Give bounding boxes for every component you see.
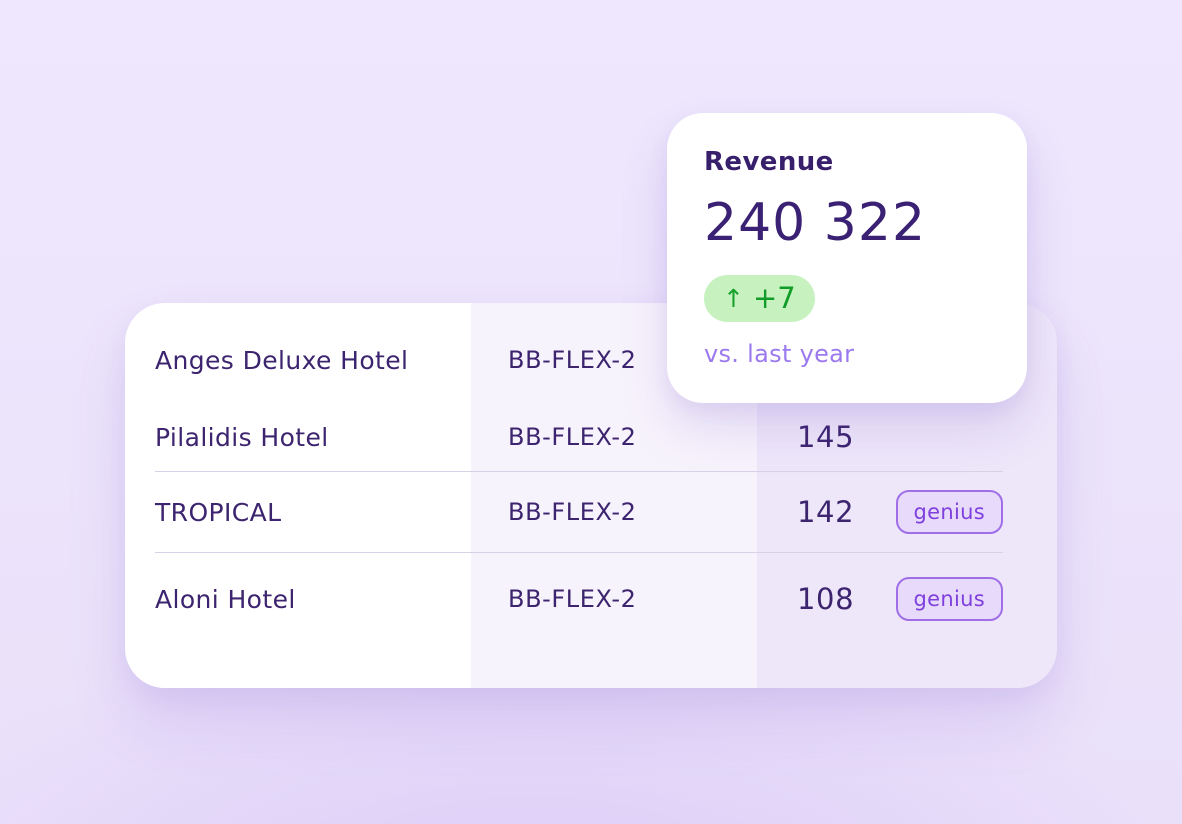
- row-value: 108: [797, 582, 855, 616]
- comparison-label: vs. last year: [704, 340, 855, 368]
- rate-plan-cell: BB-FLEX-2: [508, 346, 637, 374]
- row-divider: [155, 552, 1003, 553]
- arrow-up-icon: ↑: [723, 284, 744, 313]
- table-row: Pilalidis Hotel BB-FLEX-2 145: [125, 403, 1057, 471]
- table-row: TROPICAL BB-FLEX-2 142 genius: [125, 472, 1057, 552]
- revenue-card: Revenue 240 322 ↑ +7 vs. last year: [667, 113, 1027, 403]
- table-row: Aloni Hotel BB-FLEX-2 108 genius: [125, 553, 1057, 645]
- row-divider: [155, 471, 1003, 472]
- table-row: Anges Deluxe Hotel BB-FLEX-2: [125, 317, 1057, 403]
- value-cell: 108 genius: [757, 577, 1057, 621]
- genius-badge[interactable]: genius: [895, 490, 1003, 534]
- hotel-name-cell: TROPICAL: [155, 497, 282, 527]
- revenue-title: Revenue: [704, 147, 834, 177]
- row-value: 145: [797, 420, 855, 454]
- genius-badge[interactable]: genius: [895, 577, 1003, 621]
- row-value: 142: [797, 495, 855, 529]
- rate-plan-cell: BB-FLEX-2: [508, 585, 637, 613]
- hotel-name-cell: Pilalidis Hotel: [155, 422, 329, 452]
- value-cell: 145: [757, 420, 1057, 454]
- delta-badge: ↑ +7: [704, 275, 815, 322]
- delta-value: +7: [752, 281, 796, 315]
- hotel-name-cell: Anges Deluxe Hotel: [155, 345, 409, 375]
- rate-plan-cell: BB-FLEX-2: [508, 423, 637, 451]
- value-cell: 142 genius: [757, 490, 1057, 534]
- hotel-name-cell: Aloni Hotel: [155, 584, 296, 614]
- rate-plan-cell: BB-FLEX-2: [508, 498, 637, 526]
- revenue-value: 240 322: [704, 193, 927, 253]
